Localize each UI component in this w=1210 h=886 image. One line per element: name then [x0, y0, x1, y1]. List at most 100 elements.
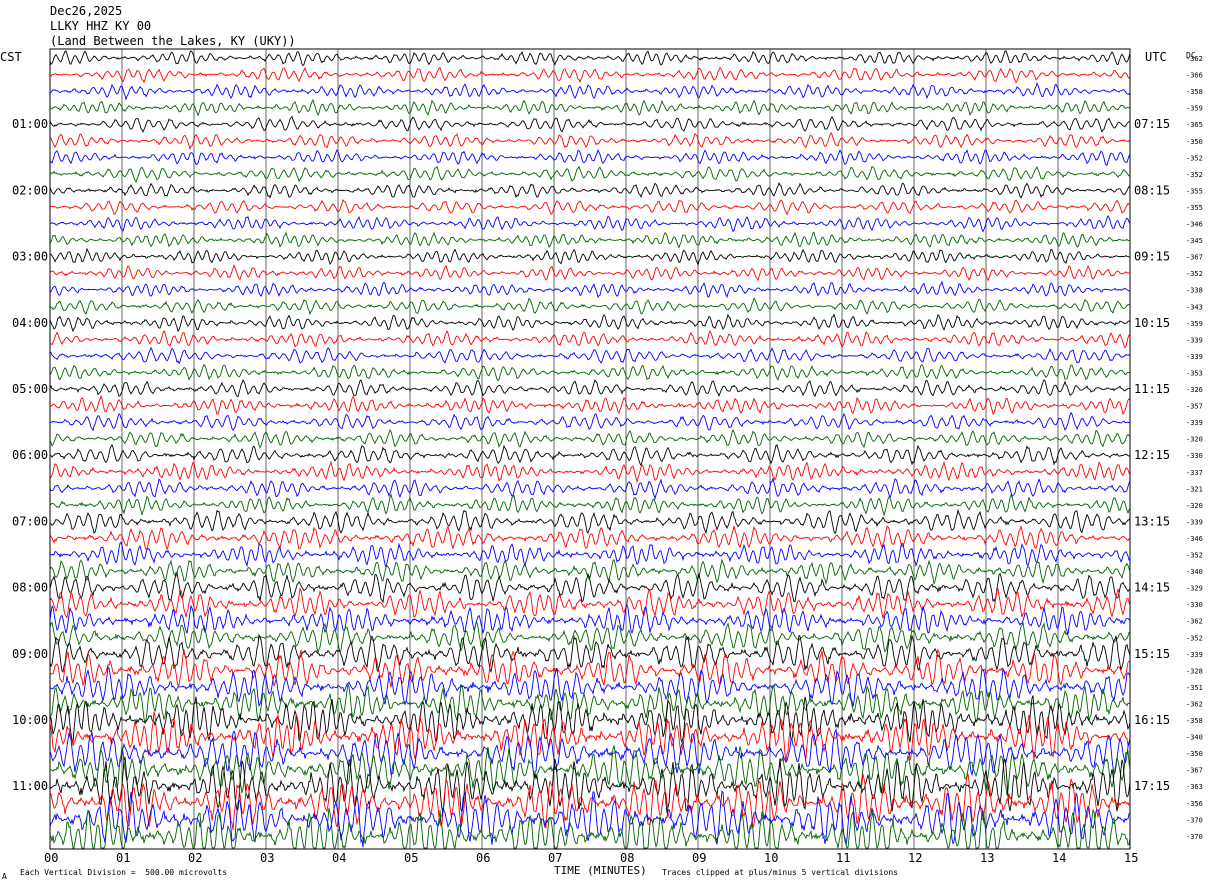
dc-offset-value: -353	[1186, 369, 1203, 377]
dc-offset-value: -362	[1186, 700, 1203, 708]
seismic-trace	[49, 181, 1131, 199]
seismic-trace	[49, 571, 1131, 604]
dc-offset-labels: -362 -366 -358 -359 -365 -350 -352 -352 -355 -355…	[1186, 55, 1203, 841]
dc-offset-value: -329	[1186, 585, 1203, 593]
dc-offset-value: -366	[1186, 72, 1203, 80]
header-station: LLKY HHZ KY 00	[50, 19, 152, 33]
dc-offset-value: -339	[1186, 419, 1203, 427]
x-tick-label: 04	[332, 851, 346, 865]
right-time-label: 08:15	[1134, 183, 1170, 197]
dc-offset-value: -340	[1186, 734, 1203, 742]
dc-offset-value: -352	[1186, 154, 1203, 162]
seismic-trace	[49, 648, 1131, 688]
right-time-label: 13:15	[1134, 514, 1170, 528]
minute-gridlines	[121, 49, 1059, 849]
dc-offset-value: -340	[1186, 568, 1203, 576]
dc-offset-value: -358	[1186, 717, 1203, 725]
seismic-trace	[49, 131, 1131, 150]
seismic-trace	[49, 297, 1131, 316]
seismic-trace	[49, 603, 1131, 635]
seismic-trace	[49, 199, 1131, 216]
x-tick-label: 09	[692, 851, 706, 865]
dc-offset-value: -339	[1186, 353, 1203, 361]
seismic-trace	[49, 280, 1131, 299]
seismic-trace	[49, 682, 1131, 724]
seismic-trace	[49, 214, 1131, 233]
seismic-trace	[49, 247, 1130, 267]
left-time-label: 09:00	[12, 647, 48, 661]
dc-offset-value: -362	[1186, 618, 1203, 626]
dc-offset-value: -358	[1186, 88, 1203, 96]
dc-offset-value: -346	[1186, 535, 1203, 543]
dc-offset-value: -359	[1186, 105, 1203, 113]
right-time-label: 12:15	[1134, 448, 1170, 462]
seismic-trace	[49, 695, 1131, 745]
corner-mark: A	[2, 872, 7, 881]
x-axis-label: TIME (MINUTES)	[554, 864, 647, 877]
left-time-label: 03:00	[12, 250, 48, 264]
dc-offset-value: -367	[1186, 254, 1203, 262]
dc-offset-value: -350	[1186, 138, 1203, 146]
left-zone-label: CST	[0, 50, 22, 64]
seismic-trace	[49, 808, 1131, 850]
dc-offset-value: -359	[1186, 320, 1203, 328]
header-location: (Land Between the Lakes, KY (UKY))	[50, 34, 296, 48]
dc-offset-value: -363	[1186, 783, 1203, 791]
right-time-label: 16:15	[1134, 713, 1170, 727]
seismic-trace	[49, 633, 1131, 673]
seismic-trace	[49, 460, 1131, 484]
x-tick-labels: 00 01 02 03 04 05 06 07 08 09 10 11 12 13 14 15	[44, 851, 1138, 865]
seismic-trace	[49, 313, 1131, 333]
dc-offset-value: -362	[1186, 55, 1203, 63]
seismic-trace	[49, 429, 1131, 449]
dc-offset-value: -326	[1186, 386, 1203, 394]
dc-offset-value: -339	[1186, 651, 1203, 659]
seismic-trace	[49, 621, 1131, 654]
dc-offset-value: -352	[1186, 634, 1203, 642]
seismic-trace	[49, 558, 1131, 586]
scale-note: Each Vertical Division = 500.00 microvol…	[20, 868, 228, 877]
dc-offset-value: -370	[1186, 816, 1203, 824]
dc-offset-value: -365	[1186, 121, 1203, 129]
right-time-label: 17:15	[1134, 779, 1170, 793]
dc-offset-value: -328	[1186, 667, 1203, 675]
seismic-trace	[49, 115, 1131, 134]
seismic-trace	[49, 66, 1131, 84]
left-time-label: 11:00	[12, 779, 48, 793]
dc-offset-value: -355	[1186, 204, 1203, 212]
seismic-trace	[49, 525, 1131, 551]
left-time-label: 04:00	[12, 316, 48, 330]
seismic-trace	[49, 411, 1131, 432]
seismic-trace	[49, 493, 1131, 517]
seismic-trace	[49, 231, 1131, 249]
left-time-label: 06:00	[12, 448, 48, 462]
right-time-label: 14:15	[1134, 581, 1170, 595]
x-tick-label: 10	[764, 851, 778, 865]
x-tick-label: 13	[980, 851, 994, 865]
x-tick-label: 03	[260, 851, 274, 865]
header-date: Dec26,2025	[50, 4, 123, 18]
dc-offset-value: -356	[1186, 800, 1203, 808]
right-time-label: 09:15	[1134, 250, 1170, 264]
x-tick-label: 07	[548, 851, 562, 865]
right-time-label: 10:15	[1134, 316, 1170, 330]
dc-offset-value: -352	[1186, 552, 1203, 560]
x-tick-label: 02	[188, 851, 202, 865]
seismic-trace	[49, 443, 1131, 467]
left-time-label: 05:00	[12, 382, 48, 396]
x-tick-label: 14	[1052, 851, 1066, 865]
dc-offset-value: -352	[1186, 270, 1203, 278]
seismic-trace	[49, 165, 1131, 183]
right-time-labels: 07:15 08:15 09:15 10:15 11:15 12:15 13:15 14:15…	[1134, 117, 1170, 793]
dc-offset-value: -352	[1186, 171, 1203, 179]
dc-offset-value: -330	[1186, 452, 1203, 460]
seismic-trace	[49, 82, 1131, 101]
dc-offset-value: -339	[1186, 518, 1203, 526]
x-tick-label: 08	[620, 851, 634, 865]
left-time-label: 01:00	[12, 117, 48, 131]
dc-offset-value: -339	[1186, 336, 1203, 344]
right-time-label: 07:15	[1134, 117, 1170, 131]
seismic-trace	[49, 541, 1131, 569]
seismic-trace	[49, 98, 1131, 117]
seismic-trace	[49, 346, 1131, 365]
